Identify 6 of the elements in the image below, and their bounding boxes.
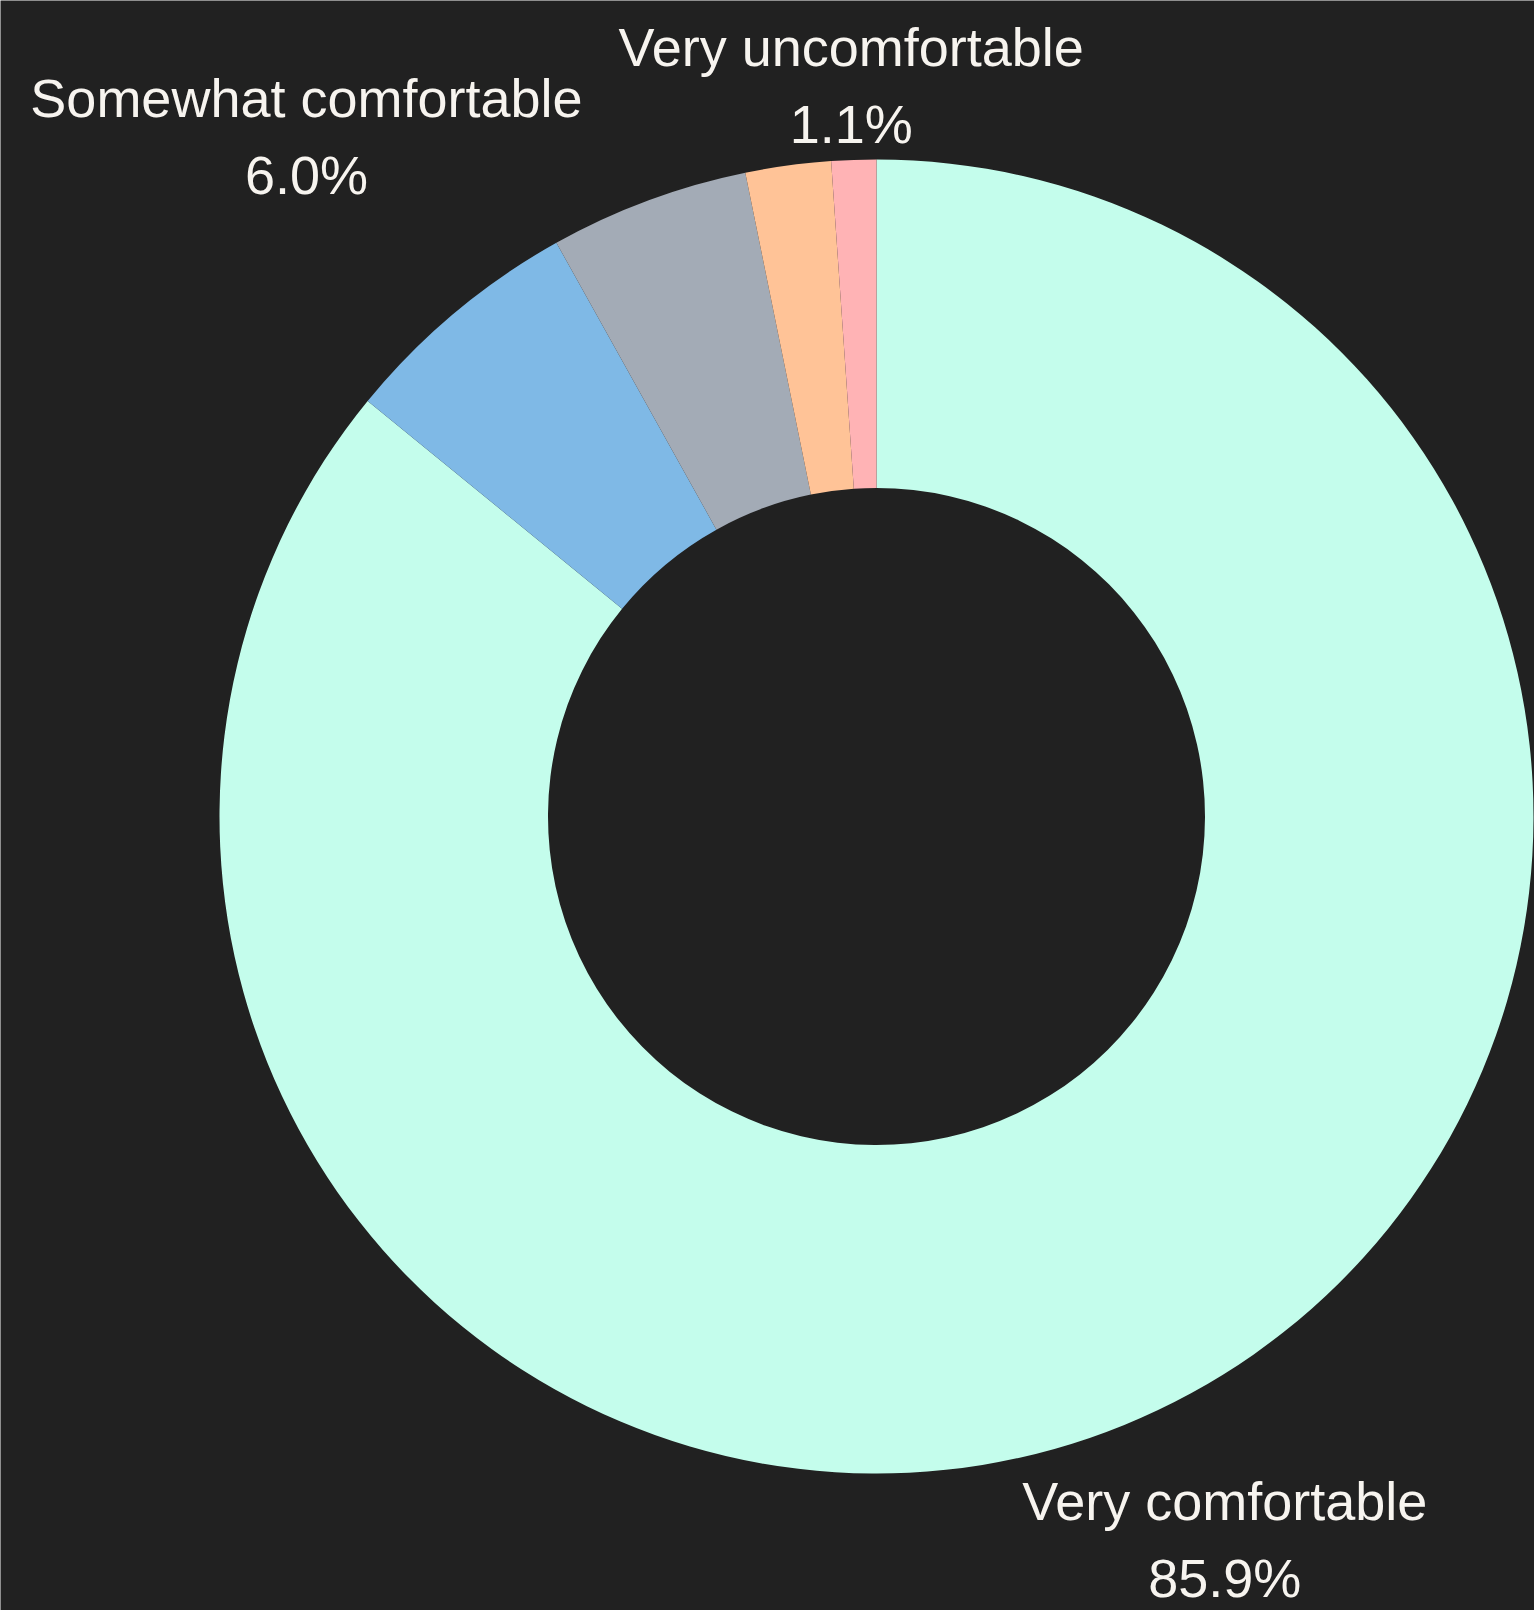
slice-label: Somewhat comfortable <box>30 67 583 128</box>
data-label: 6.0% <box>244 144 369 205</box>
slice-label: Very uncomfortable <box>618 17 1084 78</box>
slice-label: Very comfortable <box>1022 1470 1428 1531</box>
data-label: 1.1% <box>789 94 913 155</box>
data-label: 85.9% <box>1148 1547 1302 1608</box>
